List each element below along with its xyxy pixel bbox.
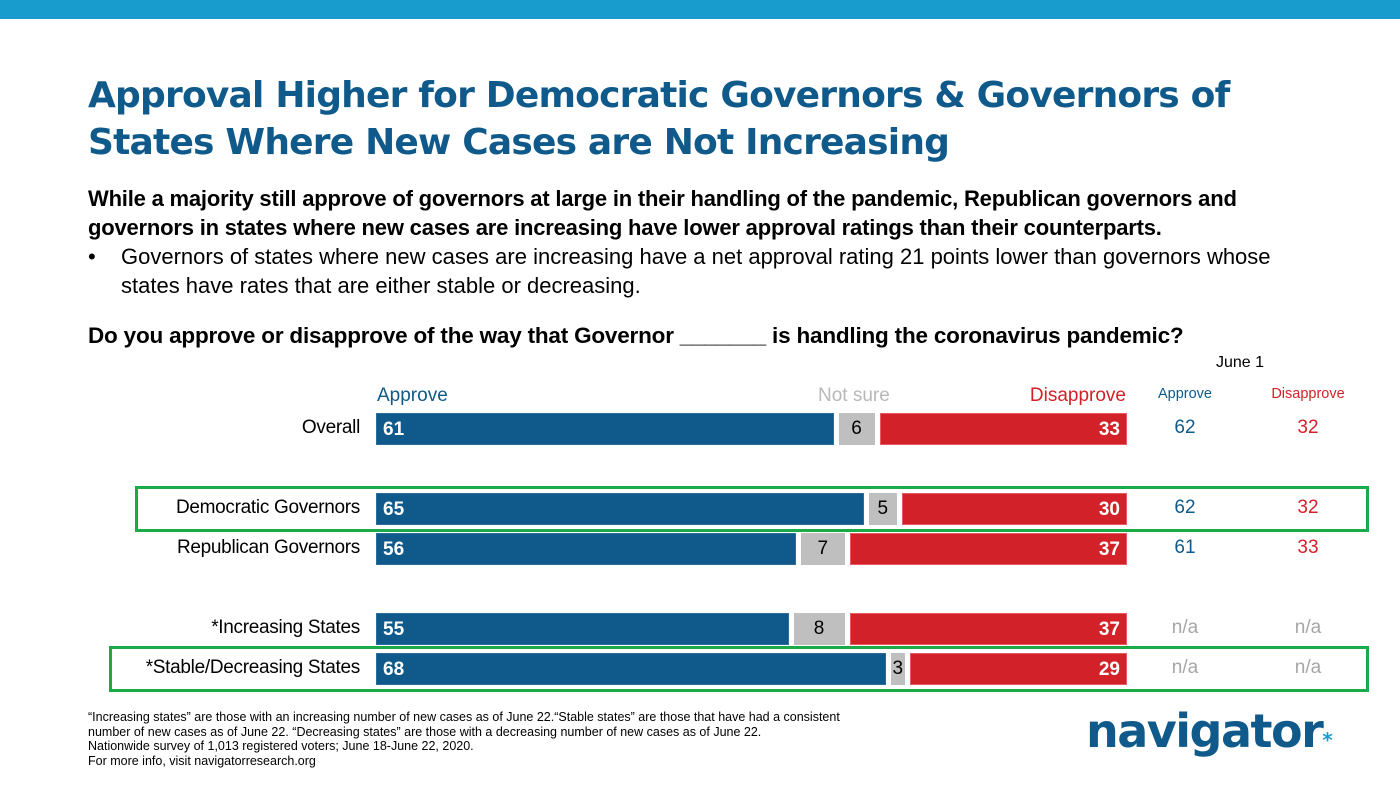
row-label: Overall	[301, 417, 360, 438]
row-label: *Increasing States	[211, 617, 360, 638]
logo-asterisk-icon: *	[1322, 728, 1332, 752]
bar-not-sure: 3	[891, 653, 905, 685]
footnote-line: For more info, visit navigatorresearch.o…	[88, 753, 316, 768]
bar-disapprove: 37	[849, 533, 1127, 565]
data-label-approve: 56	[383, 539, 405, 560]
comparison-header-disapprove: Disapprove	[1271, 386, 1345, 402]
bar-approve: 68	[376, 653, 886, 685]
legend-not-sure: Not sure	[818, 385, 890, 406]
comparison-approve-value: 62	[1174, 417, 1196, 438]
bar-not-sure: 6	[838, 413, 875, 445]
logo-text: navigator	[1086, 704, 1324, 758]
comparison-approve-value: 62	[1174, 497, 1196, 518]
footnote: “Increasing states” are those with an in…	[88, 710, 988, 768]
highlight-box	[109, 646, 1369, 692]
comparison-disapprove-value: 33	[1297, 537, 1319, 558]
comparison-disapprove-value: n/a	[1294, 657, 1322, 678]
survey-question: Do you approve or disapprove of the way …	[88, 323, 1184, 348]
bar-disapprove: 37	[849, 613, 1127, 645]
bullet-marker: •	[88, 244, 96, 269]
comparison-disapprove-value: 32	[1297, 497, 1319, 518]
bar-not-sure: 8	[793, 613, 845, 645]
bar-not-sure: 7	[801, 533, 845, 565]
footnote-line: Nationwide survey of 1,013 registered vo…	[88, 739, 474, 753]
bullet-text: Governors of states where new cases are …	[121, 244, 1271, 298]
bar-approve: 55	[376, 613, 789, 645]
bar-disapprove: 29	[909, 653, 1127, 685]
legend-disapprove: Disapprove	[1029, 385, 1126, 406]
highlight-box	[135, 486, 1369, 532]
bar-approve: 56	[376, 533, 796, 565]
comparison-disapprove-value: n/a	[1294, 617, 1322, 638]
comparison-approve-value: 61	[1174, 537, 1196, 558]
data-label-approve: 61	[383, 419, 405, 440]
comparison-approve-value: n/a	[1171, 657, 1199, 678]
bar-approve: 61	[376, 413, 834, 445]
bar-disapprove: 30	[902, 493, 1127, 525]
footnote-line: “Increasing states” are those with an in…	[88, 710, 840, 724]
navigator-logo: navigator*	[1086, 704, 1333, 758]
comparison-label: June 1	[1215, 354, 1265, 371]
row-label: Republican Governors	[176, 537, 360, 558]
bar-disapprove: 33	[879, 413, 1127, 445]
comparison-disapprove-value: 32	[1297, 417, 1319, 438]
comparison-header-approve: Approve	[1157, 386, 1212, 402]
data-label-approve: 68	[383, 659, 405, 680]
footnote-line: number of new cases as of June 22. “Decr…	[88, 724, 762, 739]
subtitle: While a majority still approve of govern…	[88, 186, 1237, 240]
bar-approve: 65	[376, 493, 864, 525]
row-label: Democratic Governors	[175, 497, 360, 518]
top-bar	[0, 0, 1400, 19]
data-label-approve: 65	[383, 499, 405, 520]
legend-approve: Approve	[377, 385, 448, 406]
bar-not-sure: 5	[868, 493, 897, 525]
page-title: Approval Higher for Democratic Governors…	[88, 75, 1230, 163]
comparison-approve-value: n/a	[1171, 617, 1199, 638]
row-label: *Stable/Decreasing States	[145, 657, 361, 678]
data-label-approve: 55	[383, 619, 405, 640]
